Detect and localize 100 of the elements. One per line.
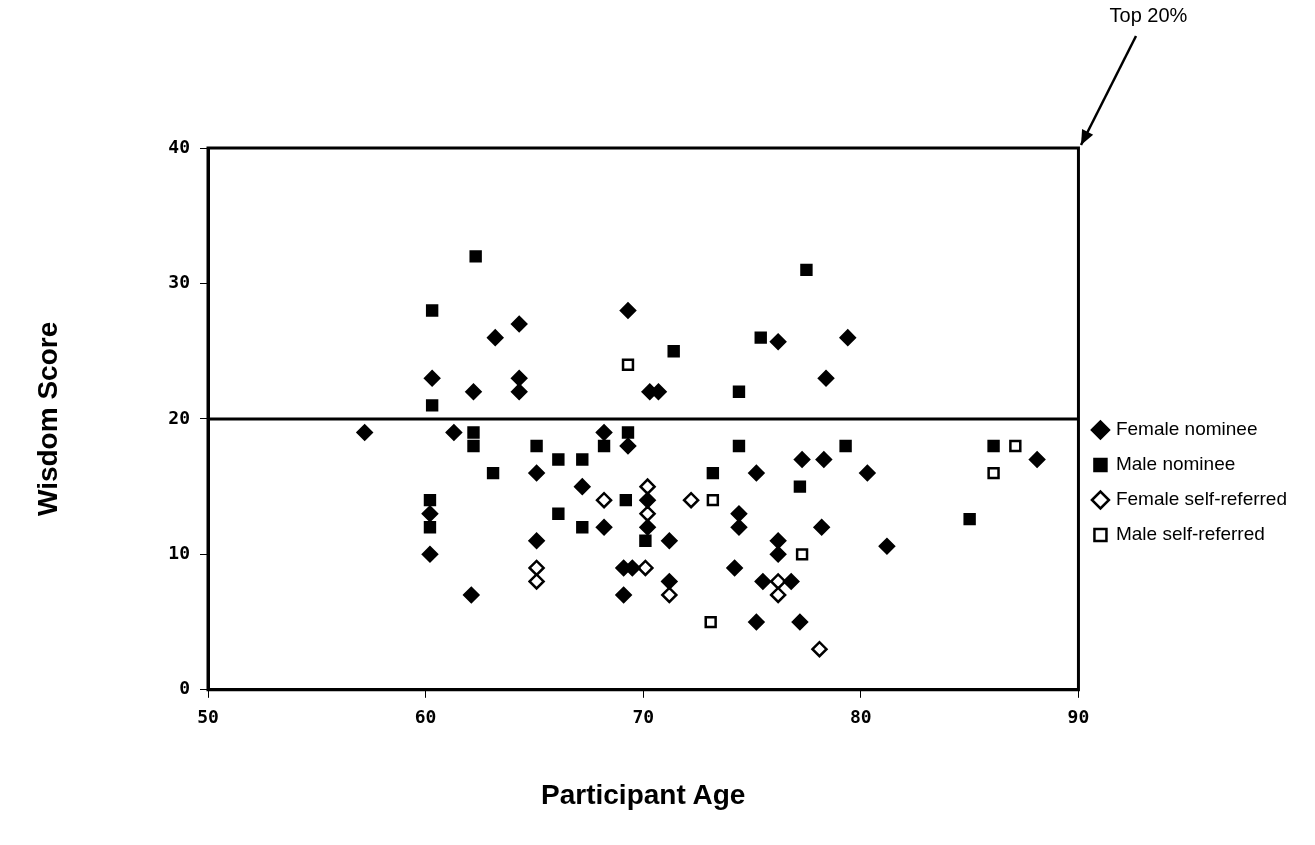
point (421, 546, 439, 563)
text: Top 20% (1109, 3, 1188, 26)
point (661, 573, 678, 590)
point (811, 640, 828, 658)
point (639, 534, 652, 548)
point (987, 439, 1000, 453)
point (423, 493, 437, 507)
point (769, 546, 787, 563)
point (595, 519, 613, 536)
point (813, 519, 830, 536)
point (769, 586, 787, 604)
point (639, 519, 656, 536)
point (793, 451, 811, 468)
point (356, 424, 373, 441)
point (463, 586, 480, 604)
x-axis-title: Participant Age (541, 778, 746, 810)
point (528, 532, 545, 550)
point (425, 304, 439, 317)
point (621, 426, 635, 439)
point (465, 383, 482, 401)
point (510, 383, 528, 401)
point (754, 573, 772, 590)
point (782, 573, 800, 590)
point (817, 370, 835, 387)
y-tick-label: 40 (168, 135, 190, 157)
point (510, 370, 528, 387)
point (621, 358, 635, 371)
x-tick-label: 70 (632, 706, 655, 728)
x-tick-label: 80 (849, 706, 872, 728)
point (639, 478, 656, 495)
point (661, 586, 678, 604)
point (637, 559, 654, 577)
point (754, 331, 767, 344)
point (748, 464, 765, 482)
point (619, 302, 637, 319)
point (528, 573, 545, 590)
point (528, 464, 545, 482)
point (839, 329, 857, 346)
point (1028, 451, 1046, 468)
point (793, 480, 807, 493)
point (423, 370, 441, 387)
point (987, 466, 1000, 480)
point (769, 573, 787, 590)
point (732, 439, 746, 453)
legend-label: Female self-referred (1115, 488, 1288, 510)
point (467, 426, 480, 439)
legend-label: Male self-referred (1115, 523, 1265, 545)
y-axis-title: Wisdom Score (31, 321, 63, 517)
point (421, 505, 439, 522)
point (639, 505, 656, 522)
point (423, 521, 437, 534)
point (706, 493, 720, 507)
point (469, 250, 482, 263)
point (839, 439, 852, 453)
point (726, 559, 743, 577)
point (661, 532, 678, 550)
point (769, 333, 787, 350)
legend-label: Male nominee (1115, 453, 1236, 475)
point (510, 315, 528, 333)
point (615, 586, 632, 604)
point (730, 505, 748, 522)
point (859, 464, 876, 482)
point (795, 548, 809, 561)
x-tick-label: 60 (414, 706, 437, 728)
point (486, 466, 500, 480)
point (791, 613, 809, 631)
x-tick-label: 90 (1067, 706, 1090, 728)
point (597, 439, 611, 453)
point (487, 329, 504, 346)
point (595, 491, 613, 509)
point (425, 399, 439, 412)
point (1009, 439, 1022, 453)
point (732, 385, 746, 399)
point (552, 453, 565, 466)
point (467, 439, 480, 453)
y-tick-label: 20 (168, 406, 190, 428)
point (574, 478, 591, 495)
point (528, 559, 545, 577)
point (704, 615, 717, 629)
point (878, 537, 896, 555)
y-tick-label: 0 (179, 677, 190, 699)
point (815, 451, 833, 468)
point (576, 521, 589, 534)
point (576, 453, 589, 466)
y-tick-label: 30 (168, 271, 190, 293)
x-tick-label: 50 (197, 706, 219, 728)
point (730, 519, 748, 536)
point (963, 512, 976, 526)
point (769, 532, 787, 550)
point (445, 424, 463, 441)
point (748, 613, 765, 631)
point (800, 263, 813, 277)
legend-label: Female nominee (1115, 418, 1258, 440)
point (706, 466, 720, 480)
point (619, 437, 637, 455)
point (682, 491, 700, 509)
point (667, 344, 680, 358)
y-tick-label: 10 (168, 542, 190, 564)
point (639, 491, 656, 509)
point (595, 424, 613, 441)
